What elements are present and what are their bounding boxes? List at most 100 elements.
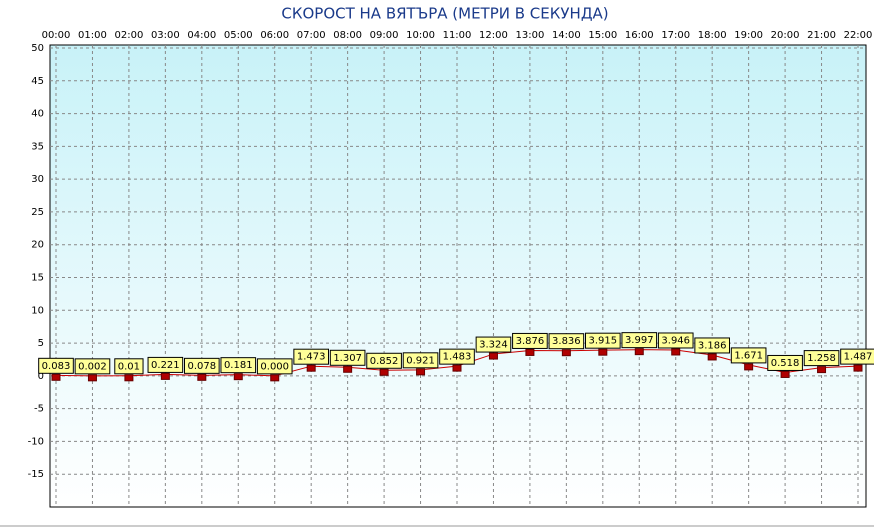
x-tick-label: 15:00 bbox=[588, 30, 617, 41]
x-tick-label: 22:00 bbox=[844, 30, 873, 41]
value-label: 3.915 bbox=[588, 336, 617, 347]
value-label-box bbox=[114, 358, 144, 375]
point-marker bbox=[379, 368, 389, 376]
value-label: 0.181 bbox=[224, 360, 253, 371]
value-label-box bbox=[767, 354, 803, 371]
x-tick-label: 06:00 bbox=[260, 30, 289, 41]
value-label: 3.836 bbox=[552, 336, 581, 347]
y-tick-label: 50 bbox=[31, 43, 44, 54]
value-label: 0.000 bbox=[260, 361, 289, 372]
point-marker bbox=[817, 366, 827, 374]
plot-area bbox=[49, 44, 867, 508]
x-tick-label: 18:00 bbox=[698, 30, 727, 41]
point-marker bbox=[51, 373, 61, 381]
point-marker bbox=[160, 372, 170, 380]
point-marker bbox=[87, 374, 97, 382]
value-label: 3.324 bbox=[479, 340, 508, 351]
value-label-box bbox=[329, 349, 366, 366]
y-tick-label: 10 bbox=[31, 305, 44, 316]
value-label: 1.671 bbox=[734, 350, 763, 361]
point-marker bbox=[671, 348, 681, 356]
point-marker bbox=[197, 373, 207, 381]
value-label-box bbox=[439, 348, 475, 365]
value-label-box bbox=[256, 358, 293, 375]
value-label-box bbox=[657, 332, 694, 349]
x-tick-label: 14:00 bbox=[552, 30, 581, 41]
y-tick-label: 5 bbox=[38, 338, 44, 349]
x-tick-label: 21:00 bbox=[807, 30, 836, 41]
value-label: 1.483 bbox=[443, 352, 472, 363]
value-label-box bbox=[840, 348, 874, 365]
value-label-box bbox=[584, 332, 621, 349]
value-label: 3.186 bbox=[698, 340, 727, 351]
y-tick-label: 35 bbox=[31, 141, 44, 152]
y-tick-label: 40 bbox=[31, 109, 44, 120]
x-tick-label: 11:00 bbox=[443, 30, 472, 41]
value-label-box bbox=[512, 332, 548, 349]
value-label-box bbox=[147, 356, 184, 373]
value-label-box bbox=[694, 337, 731, 354]
x-tick-label: 17:00 bbox=[661, 30, 690, 41]
x-tick-label: 02:00 bbox=[114, 30, 143, 41]
value-label-box bbox=[183, 357, 220, 374]
point-marker bbox=[233, 373, 243, 381]
x-tick-label: 13:00 bbox=[515, 30, 544, 41]
value-label-box bbox=[38, 357, 74, 374]
value-label: 3.997 bbox=[625, 335, 654, 346]
value-label: 1.487 bbox=[844, 352, 873, 363]
point-marker bbox=[124, 374, 134, 382]
x-tick-label: 20:00 bbox=[771, 30, 800, 41]
x-tick-label: 07:00 bbox=[297, 30, 326, 41]
x-tick-label: 08:00 bbox=[333, 30, 362, 41]
value-label: 0.002 bbox=[78, 361, 107, 372]
value-label: 1.258 bbox=[807, 353, 836, 364]
x-tick-label: 03:00 bbox=[151, 30, 180, 41]
x-tick-label: 05:00 bbox=[224, 30, 253, 41]
point-marker bbox=[744, 363, 754, 371]
value-label: 0.078 bbox=[187, 361, 216, 372]
y-tick-label: 45 bbox=[31, 76, 44, 87]
value-label: 0.01 bbox=[118, 361, 140, 372]
point-marker bbox=[343, 365, 353, 373]
y-tick-label: 0 bbox=[38, 371, 44, 382]
value-label-box bbox=[475, 336, 512, 353]
y-tick-label: -10 bbox=[28, 436, 44, 447]
point-marker bbox=[780, 370, 790, 378]
value-label: 0.921 bbox=[406, 355, 435, 366]
value-label: 1.473 bbox=[297, 352, 326, 363]
value-label-box bbox=[402, 352, 439, 369]
point-marker bbox=[853, 364, 863, 372]
x-tick-label: 16:00 bbox=[625, 30, 654, 41]
x-tick-label: 12:00 bbox=[479, 30, 508, 41]
value-label: 0.518 bbox=[771, 358, 800, 369]
point-marker bbox=[488, 352, 498, 360]
value-label: 3.876 bbox=[516, 336, 545, 347]
value-label-box bbox=[621, 332, 658, 349]
value-label: 0.083 bbox=[42, 361, 71, 372]
point-marker bbox=[306, 364, 316, 372]
point-marker bbox=[598, 348, 608, 356]
y-tick-label: 30 bbox=[31, 174, 44, 185]
value-label-box bbox=[730, 347, 767, 364]
value-label: 0.221 bbox=[151, 360, 180, 371]
point-marker bbox=[525, 348, 535, 356]
point-marker bbox=[707, 353, 717, 361]
x-tick-label: 04:00 bbox=[187, 30, 216, 41]
value-label-box bbox=[220, 357, 257, 374]
x-tick-label: 09:00 bbox=[370, 30, 399, 41]
chart-title: СКОРОСТ НА ВЯТЪРА (МЕТРИ В СЕКУНДА) bbox=[281, 5, 608, 23]
point-marker bbox=[270, 374, 280, 382]
value-label: 1.307 bbox=[333, 353, 362, 364]
value-label-box bbox=[366, 352, 402, 369]
x-tick-label: 19:00 bbox=[734, 30, 763, 41]
value-label-box bbox=[548, 333, 585, 350]
value-label-box bbox=[293, 348, 330, 365]
y-tick-label: 20 bbox=[31, 240, 44, 251]
point-marker bbox=[452, 364, 462, 372]
y-tick-label: -5 bbox=[34, 404, 44, 415]
value-label: 0.852 bbox=[370, 356, 399, 367]
value-label-box bbox=[803, 350, 840, 367]
x-tick-label: 01:00 bbox=[78, 30, 107, 41]
x-tick-label: 10:00 bbox=[406, 30, 435, 41]
